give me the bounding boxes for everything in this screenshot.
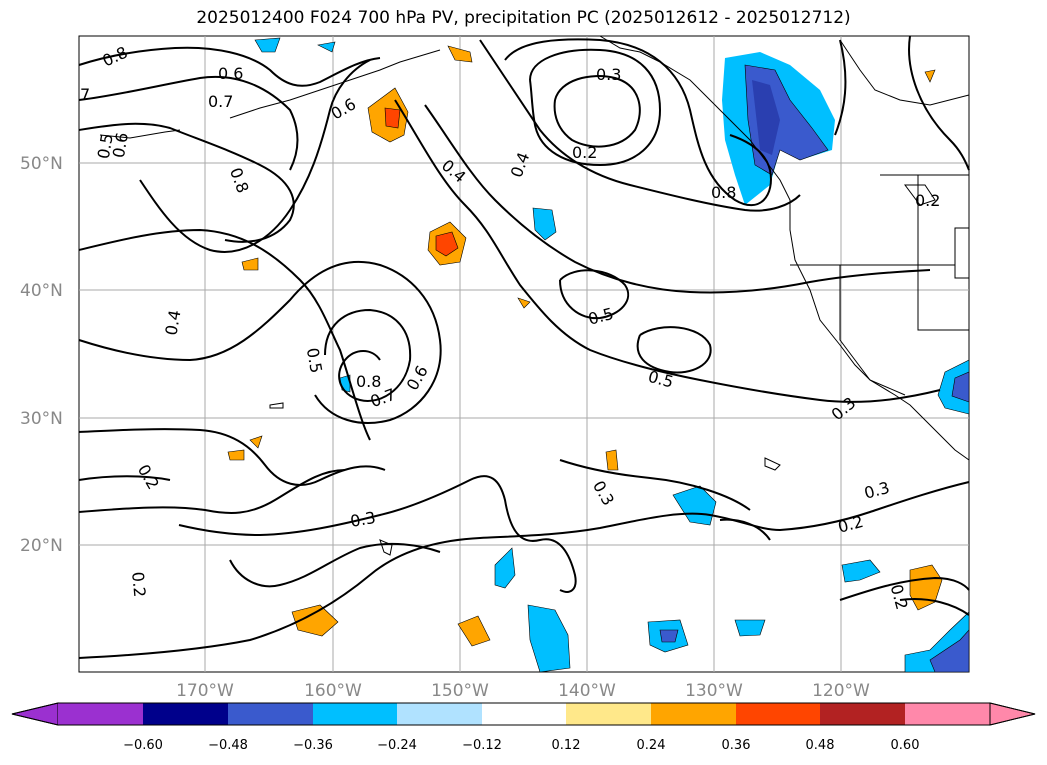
colorbar-extend-high (989, 702, 1036, 726)
colorbar-tick: −0.24 (377, 738, 417, 753)
contour-label: 0.5 (94, 132, 117, 160)
colorbar-extend-low (11, 702, 59, 726)
longitude-labels: 170°W 160°W 150°W 140°W 130°W 120°W (176, 681, 870, 701)
contour-label: 0.5 (303, 346, 326, 374)
map-title: 2025012400 F024 700 hPa PV, precipitatio… (196, 8, 851, 28)
lat-label: 20°N (20, 536, 63, 556)
lon-label: 140°W (558, 681, 616, 701)
contour-label: 0.6 (218, 64, 243, 83)
lat-label: 30°N (20, 409, 63, 429)
precip-shading (227, 37, 970, 673)
colorbar-bin (566, 703, 651, 725)
colorbar-tick: −0.60 (123, 738, 163, 753)
colorbar (11, 702, 1036, 726)
lon-label: 160°W (304, 681, 362, 701)
lon-label: 150°W (431, 681, 489, 701)
colorbar-bin (905, 703, 990, 725)
lat-label: 50°N (20, 154, 63, 174)
contour-label: 0.8 (711, 183, 736, 202)
contour-label: 0.2 (572, 143, 597, 162)
contour-label: 0.6 (109, 131, 132, 159)
contour-label: 0.2 (915, 191, 940, 210)
lat-label: 40°N (20, 281, 63, 301)
colorbar-tick: −0.48 (208, 738, 248, 753)
colorbar-tick: 0.12 (552, 738, 581, 753)
lon-label: 130°W (685, 681, 743, 701)
contour-label: 0.2 (128, 571, 149, 598)
contour-label: 7 (80, 85, 90, 104)
colorbar-bin (820, 703, 905, 725)
lon-label: 170°W (176, 681, 234, 701)
latitude-labels: 50°N 40°N 30°N 20°N (20, 154, 63, 556)
pv-contours (78, 35, 970, 659)
colorbar-bin (651, 703, 736, 725)
colorbar-bin (482, 703, 566, 725)
contour-label: 0.4 (161, 308, 184, 336)
contour-label: 0.8 (356, 372, 381, 391)
colorbar-ticks: −0.60 −0.48 −0.36 −0.24 −0.12 0.12 0.24 … (123, 738, 919, 753)
colorbar-bin (228, 703, 313, 725)
contour-label: 0.7 (208, 92, 233, 111)
colorbar-bin (397, 703, 482, 725)
colorbar-tick: 0.36 (722, 738, 751, 753)
colorbar-tick: 0.48 (806, 738, 835, 753)
contour-label: 0.3 (596, 65, 621, 84)
colorbar-bin (313, 703, 397, 725)
coastlines (99, 35, 970, 556)
contour-label: 0.3 (349, 508, 377, 531)
colorbar-tick: 0.24 (637, 738, 666, 753)
colorbar-tick: −0.12 (462, 738, 502, 753)
colorbar-tick: 0.60 (891, 738, 920, 753)
colorbar-bin (143, 703, 228, 725)
colorbar-bin (58, 703, 143, 725)
lon-label: 120°W (812, 681, 870, 701)
colorbar-bin (736, 703, 820, 725)
colorbar-tick: −0.36 (293, 738, 333, 753)
